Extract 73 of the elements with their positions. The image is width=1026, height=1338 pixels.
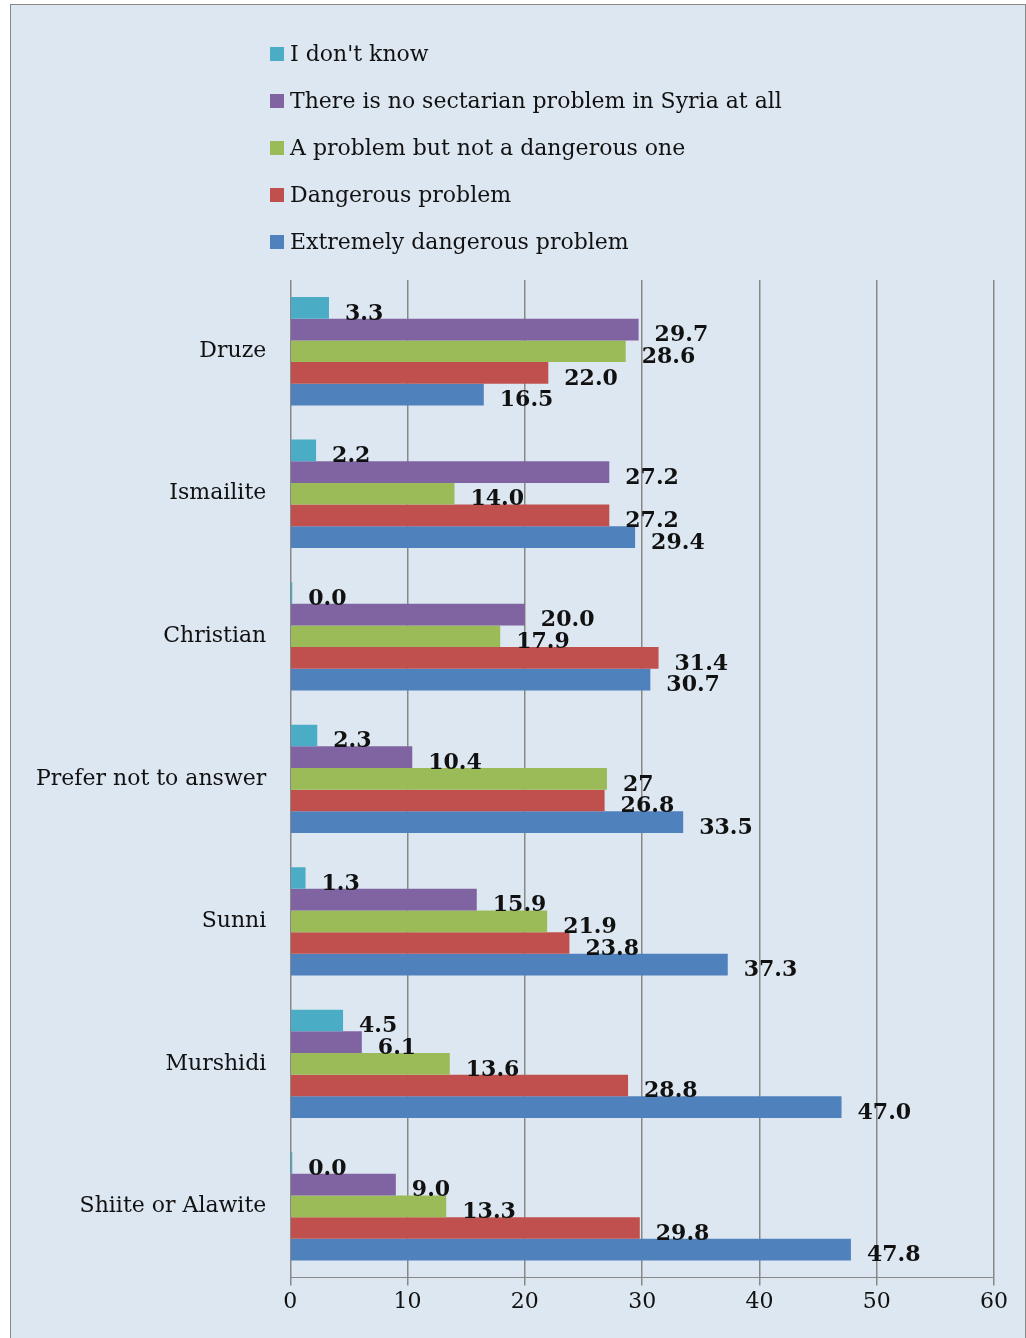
- bar: [291, 767, 607, 790]
- y-tick-label: Murshidi: [165, 1049, 267, 1075]
- data-label: 2.2: [332, 441, 371, 468]
- data-label: 37.3: [743, 955, 798, 982]
- data-label: 33.5: [699, 812, 753, 839]
- data-label: 15.9: [492, 890, 547, 917]
- data-label: 2.3: [333, 726, 372, 753]
- data-label: 27.2: [625, 462, 679, 489]
- data-label: 14.0: [470, 484, 525, 511]
- bar: [291, 867, 306, 889]
- bar: [291, 383, 484, 406]
- data-label: 16.5: [499, 385, 554, 412]
- data-label: 29.8: [655, 1218, 710, 1245]
- bar: [291, 953, 728, 976]
- bar: [291, 362, 549, 384]
- bar: [291, 526, 636, 548]
- bar: [291, 439, 317, 462]
- data-label: 9.0: [411, 1175, 451, 1202]
- bar: [291, 1074, 629, 1097]
- bar: [291, 603, 525, 626]
- data-label: 10.4: [428, 747, 482, 774]
- data-label: 0.0: [308, 1153, 347, 1180]
- bar: [291, 1096, 842, 1118]
- data-label: 47.0: [857, 1097, 912, 1124]
- legend-label: Dangerous problem: [290, 182, 512, 207]
- bar: [291, 668, 651, 691]
- y-tick-label: Ismailite: [169, 479, 267, 505]
- bar: [291, 811, 684, 833]
- bar: [291, 1238, 851, 1261]
- x-tick-label: 10: [393, 1287, 422, 1313]
- x-tick-label: 0: [283, 1287, 298, 1313]
- data-label: 22.0: [564, 363, 618, 390]
- bar: [291, 1053, 450, 1075]
- x-tick-label: 20: [510, 1287, 539, 1313]
- data-label: 1.3: [321, 868, 360, 895]
- bar: [291, 461, 610, 483]
- data-label: 0.0: [308, 583, 347, 610]
- bar: [291, 482, 455, 505]
- y-tick-label: Prefer not to answer: [36, 764, 267, 790]
- bar: [291, 910, 548, 933]
- legend-label: I don't know: [290, 41, 429, 66]
- data-label: 47.8: [866, 1240, 921, 1267]
- bar: [291, 1195, 447, 1218]
- bar: [291, 297, 329, 319]
- y-tick-label: Sunni: [201, 907, 267, 933]
- x-tick-label: 40: [745, 1287, 774, 1313]
- bar: [291, 1173, 396, 1196]
- data-label: 28.8: [644, 1076, 698, 1103]
- y-tick-label: Shiite or Alawite: [79, 1192, 267, 1218]
- x-tick-label: 50: [862, 1287, 891, 1313]
- bar: [291, 504, 610, 527]
- bar: [291, 625, 501, 648]
- bar: [291, 1031, 362, 1053]
- bar: [291, 724, 318, 747]
- bar: [291, 1217, 640, 1239]
- legend-label: A problem but not a dangerous one: [290, 135, 686, 160]
- legend-label: Extremely dangerous problem: [290, 229, 629, 254]
- bar: [291, 789, 605, 812]
- y-tick-label: Christian: [163, 622, 267, 647]
- data-label: 13.6: [465, 1054, 520, 1081]
- x-tick-label: 60: [980, 1287, 1008, 1313]
- x-tick-label: 30: [628, 1287, 657, 1313]
- data-label: 3.3: [344, 298, 384, 325]
- bar: [291, 318, 639, 341]
- bar: [291, 932, 570, 954]
- y-tick-label: Druze: [199, 336, 267, 362]
- bar: [291, 746, 413, 768]
- bar: [291, 340, 626, 363]
- legend-label: There is no sectarian problem in Syria at all: [290, 88, 782, 113]
- bar: [291, 888, 477, 911]
- bar: [291, 647, 659, 669]
- bar: [291, 1009, 344, 1032]
- data-label: 13.3: [462, 1197, 516, 1224]
